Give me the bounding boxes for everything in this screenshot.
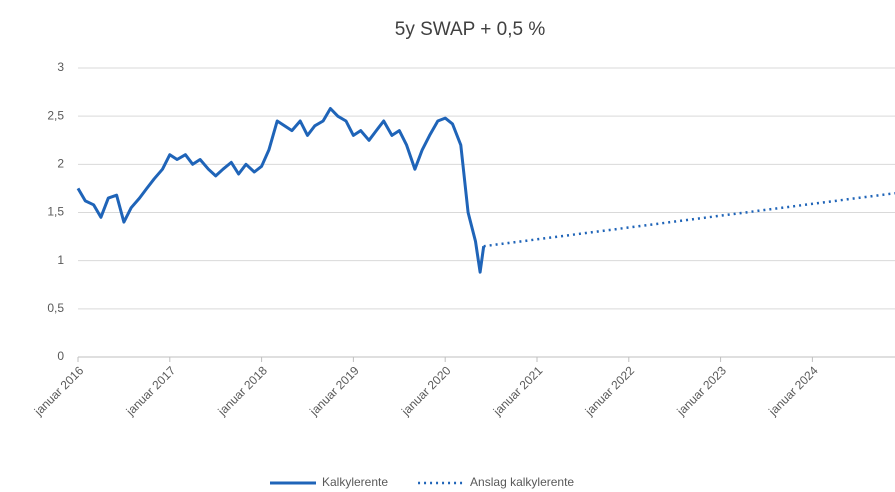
x-tick-label: januar 2018 [215, 363, 271, 419]
y-tick-label: 3 [57, 60, 64, 74]
legend-label: Kalkylerente [322, 475, 388, 489]
y-tick-label: 1,5 [47, 205, 64, 219]
x-tick-label: januar 2024 [765, 363, 821, 419]
series-line [483, 191, 895, 248]
chart-title: 5y SWAP + 0,5 % [395, 19, 546, 40]
x-tick-label: januar 2022 [582, 363, 638, 419]
x-tick-label: januar 2017 [123, 363, 179, 419]
legend-label: Anslag kalkylerente [470, 475, 574, 489]
y-tick-label: 1 [57, 253, 64, 267]
x-tick-label: januar 2021 [490, 363, 546, 419]
y-tick-label: 0 [57, 349, 64, 363]
y-tick-label: 0,5 [47, 301, 64, 315]
x-tick-label: januar 2023 [674, 363, 730, 419]
series-line [76, 107, 486, 274]
x-tick-label: januar 2019 [306, 363, 362, 419]
x-tick-label: januar 2020 [398, 363, 454, 419]
x-tick-label: januar 2016 [31, 363, 87, 419]
y-tick-label: 2,5 [47, 108, 64, 122]
y-tick-label: 2 [57, 157, 64, 171]
